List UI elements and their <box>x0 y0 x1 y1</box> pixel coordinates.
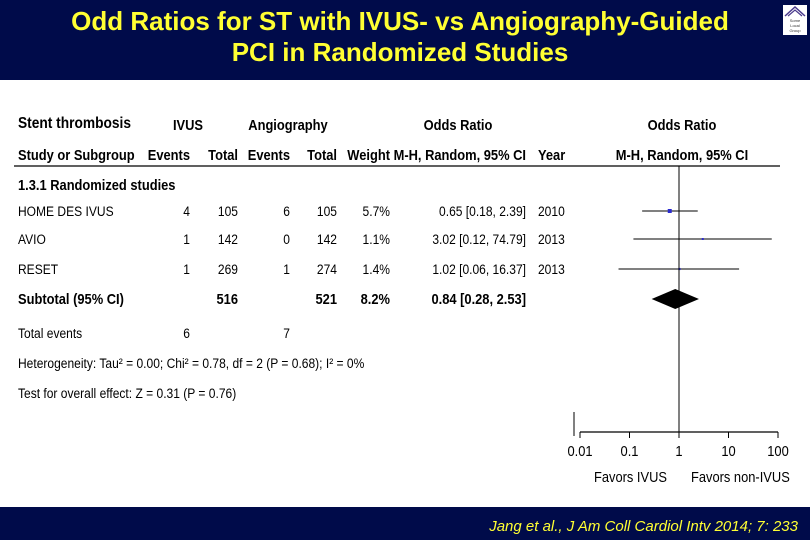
study-events-2: 1 <box>283 261 290 277</box>
subgroup-label: 1.3.1 Randomized studies <box>18 176 176 193</box>
subtotal-diamond <box>651 289 699 309</box>
study-total-1: 142 <box>218 231 238 247</box>
column-header: Events <box>148 146 190 163</box>
column-header: Year <box>538 146 566 163</box>
study-name: RESET <box>18 261 58 277</box>
study-events-2: 6 <box>283 203 290 219</box>
heterogeneity-text: Heterogeneity: Tau² = 0.00; Chi² = 0.78,… <box>18 355 365 371</box>
column-header: M-H, Random, 95% CI <box>394 146 526 163</box>
study-events-1: 4 <box>183 203 190 219</box>
total-events-2: 7 <box>283 325 290 341</box>
column-header: Total <box>307 146 337 163</box>
forest-plot-panel: Stent thrombosis IVUS Angiography Odds Rati… <box>0 80 810 507</box>
column-header: Study or Subgroup <box>18 146 135 163</box>
study-year: 2013 <box>538 261 565 277</box>
favors-left-label: Favors IVUS <box>594 468 667 485</box>
study-ci: 1.02 [0.06, 16.37] <box>432 261 526 277</box>
or-column-title: Odds Ratio <box>424 116 493 133</box>
study-weight: 1.4% <box>363 261 391 277</box>
study-year: 2010 <box>538 203 565 219</box>
total-events-1: 6 <box>183 325 190 341</box>
study-weight: 5.7% <box>363 203 391 219</box>
study-name: AVIO <box>18 231 46 247</box>
group2-label: Angiography <box>248 116 328 133</box>
x-tick-label: 1 <box>675 442 682 459</box>
citation: Jang et al., J Am Coll Cardiol Intv 2014… <box>489 518 798 535</box>
study-events-1: 1 <box>183 261 190 277</box>
total-events-label: Total events <box>18 325 83 341</box>
study-total-2: 274 <box>317 261 337 277</box>
institution-logo: Some Local Group <box>783 5 807 35</box>
study-total-2: 105 <box>317 203 337 219</box>
svg-text:Group: Group <box>789 28 801 33</box>
forest-plot: Stent thrombosis IVUS Angiography Odds Rati… <box>14 114 790 485</box>
column-header: Total <box>208 146 238 163</box>
study-year: 2013 <box>538 231 565 247</box>
study-ci: 0.65 [0.18, 2.39] <box>439 203 526 219</box>
svg-text:Local: Local <box>790 23 800 28</box>
x-tick-label: 0.01 <box>567 442 592 459</box>
plot-method-header: M-H, Random, 95% CI <box>616 146 748 163</box>
column-header: Weight <box>347 146 390 163</box>
title-line-1: Odd Ratios for ST with IVUS- vs Angiogra… <box>71 6 729 36</box>
x-tick-label: 0.1 <box>621 442 639 459</box>
subtotal-label: Subtotal (95% CI) <box>18 290 124 307</box>
x-tick-label: 10 <box>721 442 736 459</box>
study-total-1: 269 <box>218 261 238 277</box>
study-ci: 3.02 [0.12, 74.79] <box>432 231 526 247</box>
study-weight: 1.1% <box>363 231 391 247</box>
svg-text:Some: Some <box>790 18 801 23</box>
column-header: Events <box>248 146 290 163</box>
study-total-1: 105 <box>218 203 238 219</box>
slide-title: Odd Ratios for ST with IVUS- vs Angiogra… <box>0 6 800 68</box>
subtotal-ci: 0.84 [0.28, 2.53] <box>431 290 526 307</box>
study-name: HOME DES IVUS <box>18 203 114 219</box>
subtotal-total-1: 516 <box>217 290 239 307</box>
outcome-label: Stent thrombosis <box>18 114 131 132</box>
study-events-1: 1 <box>183 231 190 247</box>
study-marker <box>667 209 672 213</box>
title-line-2: PCI in Randomized Studies <box>231 37 569 67</box>
study-events-2: 0 <box>283 231 290 247</box>
group1-label: IVUS <box>173 116 203 133</box>
study-marker <box>701 238 704 240</box>
x-tick-label: 100 <box>767 442 789 459</box>
overall-effect-text: Test for overall effect: Z = 0.31 (P = 0… <box>18 385 236 401</box>
subtotal-total-2: 521 <box>316 290 338 307</box>
favors-right-label: Favors non-IVUS <box>691 468 790 485</box>
study-total-2: 142 <box>317 231 337 247</box>
plot-title: Odds Ratio <box>648 116 717 133</box>
subtotal-weight: 8.2% <box>361 290 391 307</box>
